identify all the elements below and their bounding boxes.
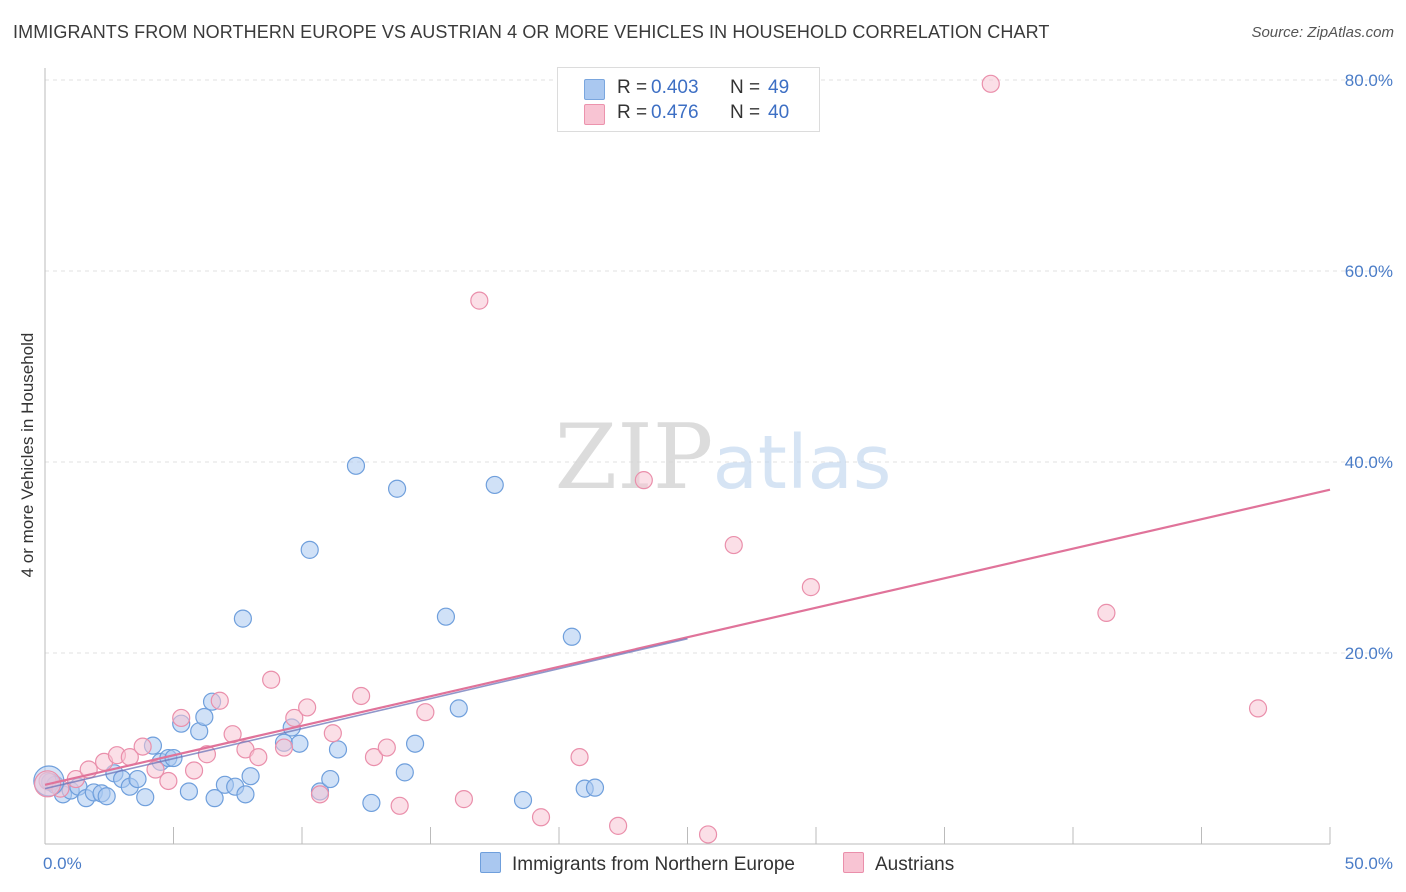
data-point <box>128 769 147 789</box>
data-point <box>172 708 191 728</box>
data-point <box>562 627 581 646</box>
series-swatch-austrians <box>843 852 864 873</box>
y-tick-label: 40.0% <box>1345 453 1393 472</box>
data-point <box>1248 699 1268 718</box>
data-point <box>236 785 255 804</box>
legend-swatch-austrians <box>584 104 605 125</box>
x-tick-label: 0.0% <box>43 854 82 873</box>
data-point <box>1097 603 1116 622</box>
data-point <box>159 771 178 791</box>
data-point <box>405 734 425 753</box>
data-point <box>290 734 309 753</box>
data-point <box>377 738 396 757</box>
data-point <box>321 769 340 789</box>
data-point <box>323 724 342 743</box>
watermark: ZIP atlas <box>555 405 892 510</box>
series-legend-immigrants: Immigrants from Northern Europe <box>480 852 795 876</box>
data-point <box>274 738 294 757</box>
watermark-zip: ZIP <box>555 405 714 510</box>
data-point <box>698 825 718 844</box>
y-axis-title: 4 or more Vehicles in Household <box>18 332 37 578</box>
data-point <box>609 816 628 835</box>
data-point <box>724 535 743 555</box>
data-point <box>801 578 820 597</box>
watermark-atlas: atlas <box>713 420 892 506</box>
n-value: 49 <box>768 77 790 98</box>
r-value: 0.403 <box>651 77 699 98</box>
data-point <box>387 479 407 498</box>
data-point <box>184 761 204 780</box>
data-point <box>436 607 456 626</box>
data-point <box>210 691 229 710</box>
data-point <box>352 686 371 706</box>
data-point <box>485 475 504 495</box>
series-name-austrians: Austrians <box>875 854 955 875</box>
legend-swatch-immigrants <box>584 79 605 100</box>
data-point <box>310 785 330 804</box>
gridlines <box>45 79 1390 654</box>
trend-lines <box>44 488 1331 790</box>
data-point <box>133 737 152 756</box>
x-tick-label: 50.0% <box>1345 854 1393 873</box>
series-legend-austrians: Austrians <box>843 852 954 876</box>
data-point <box>634 471 653 490</box>
data-point <box>585 778 605 797</box>
data-point <box>395 763 414 782</box>
data-point <box>97 787 116 806</box>
data-point <box>470 291 489 310</box>
stats-legend: R = 0.403 N = 49 R = 0.476 N = 40 <box>557 67 820 132</box>
data-point <box>195 707 214 727</box>
data-point <box>179 782 199 801</box>
chart-title: IMMIGRANTS FROM NORTHERN EUROPE VS AUSTR… <box>13 22 1050 42</box>
data-points <box>33 74 1268 844</box>
data-point <box>531 808 551 827</box>
data-point <box>146 760 165 779</box>
r-label: R = <box>617 77 648 98</box>
data-point <box>362 793 381 813</box>
data-point <box>390 796 409 815</box>
series-1-points <box>38 74 1268 844</box>
y-tick-label: 20.0% <box>1345 644 1393 663</box>
data-point <box>328 740 348 759</box>
y-tick-label: 60.0% <box>1345 262 1393 281</box>
data-point <box>416 703 435 722</box>
trend-line-immigrants <box>44 637 688 790</box>
data-point <box>300 540 319 559</box>
source-label: Source: ZipAtlas.com <box>1251 24 1394 41</box>
series-swatch-immigrants <box>480 852 501 873</box>
data-point <box>262 670 281 689</box>
data-point <box>449 699 468 718</box>
data-point <box>249 747 268 767</box>
data-point <box>233 609 252 628</box>
data-point <box>298 698 317 717</box>
r-label: R = <box>617 102 648 123</box>
data-point <box>570 747 589 767</box>
n-value: 40 <box>768 102 790 123</box>
y-tick-label: 80.0% <box>1345 71 1393 90</box>
data-point <box>346 456 366 475</box>
axes <box>44 68 1331 845</box>
r-value: 0.476 <box>651 102 699 123</box>
n-label: N = <box>730 77 761 98</box>
x-tick-labels: 0.0% 50.0% <box>43 854 1393 873</box>
data-point <box>513 790 533 810</box>
series-name-immigrants: Immigrants from Northern Europe <box>512 854 795 875</box>
y-tick-labels: 20.0% 40.0% 60.0% 80.0% <box>1345 71 1393 663</box>
data-point <box>454 790 474 809</box>
data-point <box>241 767 260 786</box>
n-label: N = <box>730 102 761 123</box>
trend-line-austrians <box>44 488 1331 786</box>
data-point <box>136 788 155 807</box>
data-point <box>981 74 1000 93</box>
data-point <box>205 789 224 808</box>
data-point <box>364 747 384 767</box>
